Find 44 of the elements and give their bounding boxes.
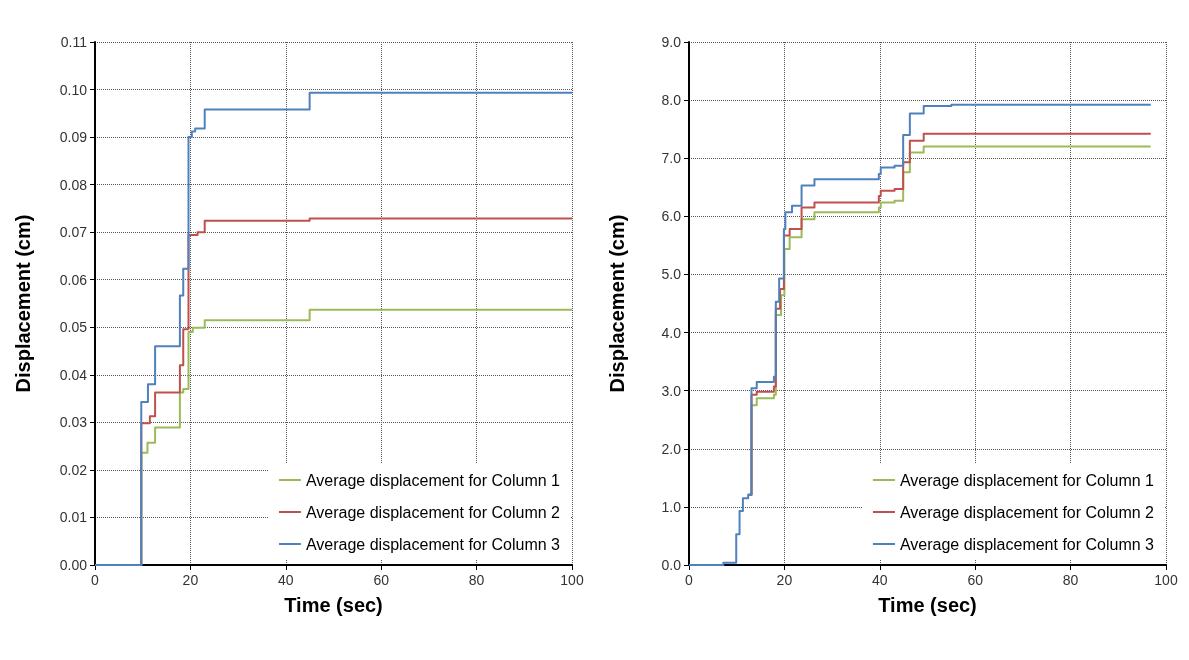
y-tick-label: 0.03: [59, 414, 88, 431]
x-tick-label: 20: [776, 572, 793, 588]
x-axis-title: Time (sec): [878, 594, 977, 616]
y-tick-label: 0.10: [59, 81, 88, 98]
y-tick-label: 0.09: [59, 129, 88, 146]
y-tick-label: 0.04: [59, 366, 88, 383]
legend-label: Average displacement for Column 3: [305, 535, 561, 553]
y-tick-label: 1.0: [661, 498, 682, 515]
x-tick-label: 100: [1154, 572, 1178, 588]
x-tick-label: 20: [182, 572, 199, 588]
x-axis-title: Time (sec): [284, 594, 383, 616]
y-axis-title: Displacement (cm): [12, 214, 34, 393]
y-tick-label: 0.05: [59, 319, 88, 336]
y-tick-label: 7.0: [661, 150, 682, 167]
x-tick-label: 60: [967, 572, 984, 588]
y-tick-label: 8.0: [661, 92, 682, 109]
y-tick-label: 0.06: [59, 271, 88, 288]
x-tick-label: 60: [373, 572, 390, 588]
y-tick-label: 0.01: [59, 509, 88, 526]
x-tick-label: 40: [872, 572, 888, 588]
x-tick-label: 80: [1062, 572, 1079, 588]
x-tick-label: 0: [91, 572, 100, 588]
y-tick-label: 9.0: [661, 34, 682, 50]
y-tick-label: 5.0: [661, 266, 682, 283]
legend-label: Average displacement for Column 2: [899, 503, 1155, 521]
x-tick-label: 40: [278, 572, 294, 588]
x-tick-label: 0: [685, 572, 694, 588]
legend-label: Average displacement for Column 1: [899, 471, 1155, 489]
y-tick-label: 0.07: [59, 224, 88, 241]
y-tick-label: 6.0: [661, 208, 682, 225]
x-tick-label: 100: [560, 572, 584, 588]
legend-label: Average displacement for Column 3: [899, 535, 1155, 553]
y-tick-label: 0.00: [59, 557, 88, 573]
y-tick-label: 0.08: [59, 176, 88, 193]
y-tick-label: 0.0: [661, 557, 682, 573]
y-tick-label: 0.02: [59, 461, 88, 478]
y-tick-label: 2.0: [661, 440, 682, 457]
legend-label: Average displacement for Column 2: [305, 503, 561, 521]
legend-label: Average displacement for Column 1: [305, 471, 561, 489]
y-tick-label: 3.0: [661, 382, 682, 399]
y-tick-label: 4.0: [661, 324, 682, 341]
x-tick-label: 80: [468, 572, 485, 588]
y-tick-label: 0.11: [60, 34, 88, 50]
y-axis-title: Displacement (cm): [606, 214, 628, 393]
